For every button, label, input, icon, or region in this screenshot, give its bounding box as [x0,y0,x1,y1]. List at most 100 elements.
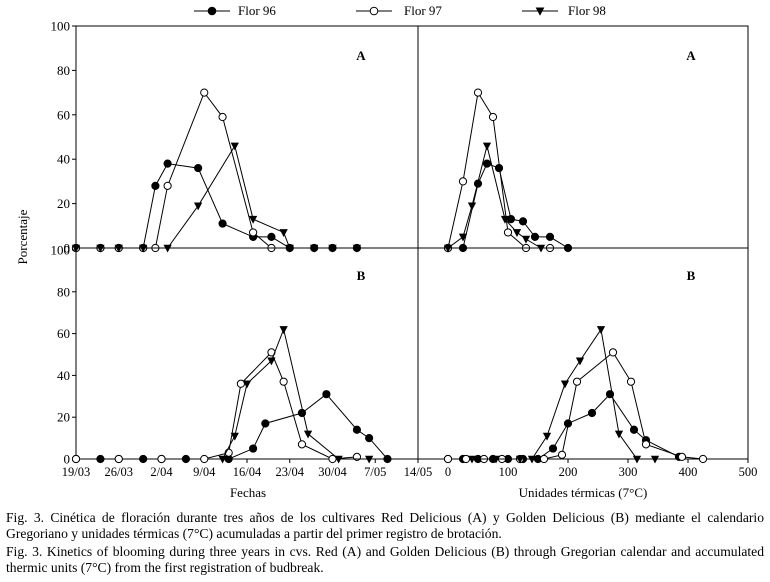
data-point [230,432,239,441]
data-point [303,430,313,439]
data-point [614,430,624,439]
panel-label: B [687,268,696,283]
data-point [677,452,687,462]
series-line [76,393,388,460]
legend-marker [207,6,217,16]
data-point [157,454,166,464]
data-point [461,454,471,464]
data-point [491,455,501,464]
y-tick-label: 100 [51,243,71,258]
data-point [218,112,227,122]
data-point [328,454,337,464]
y-tick-label: 60 [57,326,70,341]
x-tick-label: 300 [619,465,638,479]
y-tick-label: 20 [57,196,70,211]
y-tick-label: 0 [64,241,71,256]
x-tick-label: 23/04 [276,465,305,479]
data-point [557,450,567,459]
series-3 [71,142,362,253]
y-tick-label: 40 [57,152,70,167]
data-point [352,244,362,253]
x-axis-label-thermal: Unidades térmicas (7°C) [519,485,648,500]
data-point [218,219,227,228]
series-line [447,145,542,249]
series-1 [71,159,362,253]
data-point [500,215,510,224]
panel-label: A [356,48,366,63]
y-tick-label: 100 [51,19,71,34]
data-point [542,432,552,441]
data-point [249,228,258,237]
data-point [626,377,636,386]
data-point [698,454,708,464]
x-tick-label: 200 [559,465,578,479]
data-point [71,454,81,464]
data-point [488,112,498,122]
caption-english: Fig. 3. Kinetics of blooming during thre… [6,544,764,576]
data-point [114,244,123,253]
panel-frame [417,247,749,460]
data-point [545,232,555,241]
data-point [572,377,582,386]
data-point [163,181,172,190]
data-point [230,142,239,151]
data-point [285,244,294,253]
legend-item-3: Flor 98 [522,3,606,18]
data-point [279,326,288,334]
x-tick-label: 19/03 [62,465,90,479]
chart-panels: 0 20 40 60 80 100 A A 0 20 40 60 80 100 19/03 26/03 2/04… [51,19,758,480]
legend: Flor 96 Flor 97 Flor 98 [194,3,606,18]
data-point [548,444,558,453]
data-point [236,379,245,388]
series-line [76,351,357,460]
data-point [632,455,642,464]
data-point [539,454,549,464]
data-point [334,455,343,464]
data-point [261,419,270,428]
data-point [650,455,660,464]
data-point [518,217,528,226]
data-point [365,434,374,443]
legend-label: Flor 96 [238,3,276,18]
data-point [310,244,319,253]
x-tick-label: 26/03 [105,465,133,479]
y-tick-label: 0 [64,452,71,467]
series-3 [443,142,546,253]
data-point [194,163,203,173]
legend-marker [369,6,379,16]
series-line [76,144,357,249]
data-point [248,215,258,224]
caption-spanish: Fig. 3. Cinética de floración durante tr… [6,510,764,542]
data-point [467,202,477,211]
data-point [629,425,639,434]
panel-frame [75,25,419,249]
data-point [322,390,331,399]
series-line [76,91,272,249]
x-tick-label: 30/04 [318,465,347,479]
x-axis-label-dates: Fechas [230,485,266,500]
data-point [279,229,288,238]
data-point [503,228,513,237]
data-point [587,408,597,418]
data-point [297,408,307,418]
legend-label: Flor 97 [404,3,442,18]
data-point [194,202,203,211]
data-point [515,455,525,464]
x-tick-label: 400 [679,465,698,479]
data-point [596,326,606,334]
data-point [458,177,468,186]
data-point [139,244,148,253]
data-point [267,232,276,241]
series-3 [218,326,374,464]
x-tick-label: 500 [739,465,758,479]
data-point [163,159,172,168]
data-point [536,244,546,253]
panel-date-B: 0 20 40 60 80 100 19/03 26/03 2/04 9/04 16/04 23/04… [51,243,433,480]
data-point [328,244,337,253]
legend-marker [535,7,545,16]
data-point [560,380,570,389]
data-point [297,440,307,449]
data-point [467,455,477,464]
data-point [641,440,651,449]
panel-frame [417,25,749,249]
